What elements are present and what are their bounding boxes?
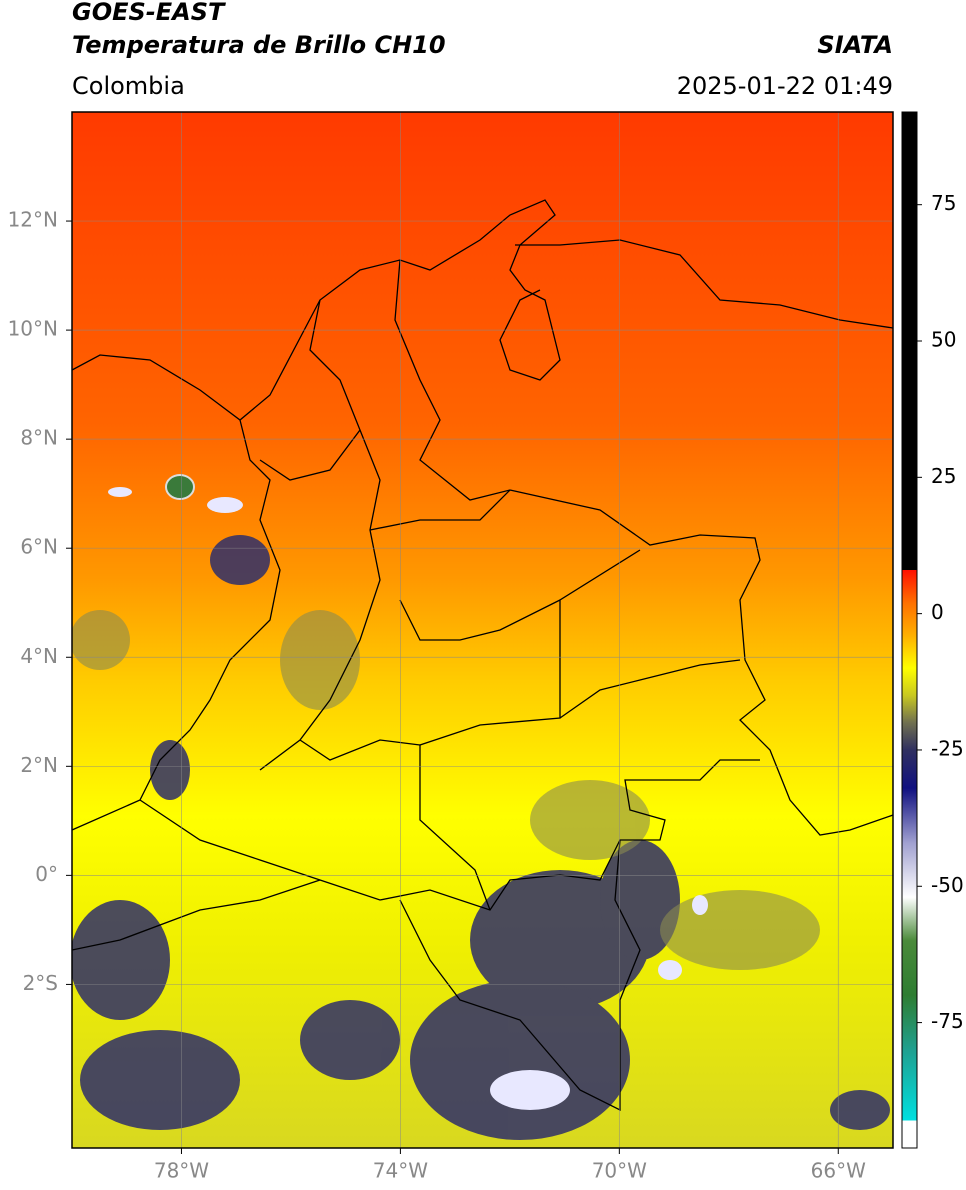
map-frame — [71, 111, 894, 1149]
y-tick-label: 10°N — [8, 317, 58, 341]
subtitle: Temperatura de Brillo CH10 — [72, 31, 446, 59]
colorbar-tick-label: -50 — [931, 873, 964, 897]
x-tick-label: 78°W — [154, 1159, 209, 1183]
colorbar-tick-label: 0 — [931, 600, 944, 624]
region: Colombia — [72, 72, 185, 100]
cold-cores — [108, 487, 708, 1110]
datetime: 2025-01-22 01:49 — [677, 72, 893, 100]
x-tick-label: 66°W — [811, 1159, 866, 1183]
borders — [72, 199, 893, 1112]
gridlines — [72, 112, 893, 1148]
brand: SIATA — [817, 31, 893, 59]
y-tick-label: 2°N — [20, 753, 58, 777]
title: GOES-EAST — [72, 0, 226, 26]
colorbar-tick-label: -25 — [931, 736, 964, 760]
y-tick-label: 6°N — [20, 535, 58, 559]
cloud-tops — [72, 535, 890, 1140]
x-tick-label: 74°W — [373, 1159, 428, 1183]
x-tick-label: 70°W — [592, 1159, 647, 1183]
colorbar-scale — [901, 111, 918, 1149]
colorbar-tick-label: 50 — [931, 328, 956, 352]
y-tick-label: 2°S — [23, 971, 58, 995]
y-tick-label: 12°N — [8, 208, 58, 232]
colorbar-tick-label: 25 — [931, 464, 956, 488]
colorbar: 75 50 25 0 -25 -50 -75 — [901, 111, 964, 1149]
colorbar-tick-label: 75 — [931, 191, 956, 215]
y-tick-label: 0° — [35, 862, 58, 886]
very-cold-core — [165, 474, 195, 500]
colorbar-tick-label: -75 — [931, 1009, 964, 1033]
map-field — [72, 112, 893, 1148]
y-tick-label: 4°N — [20, 644, 58, 668]
y-tick-label: 8°N — [20, 426, 58, 450]
